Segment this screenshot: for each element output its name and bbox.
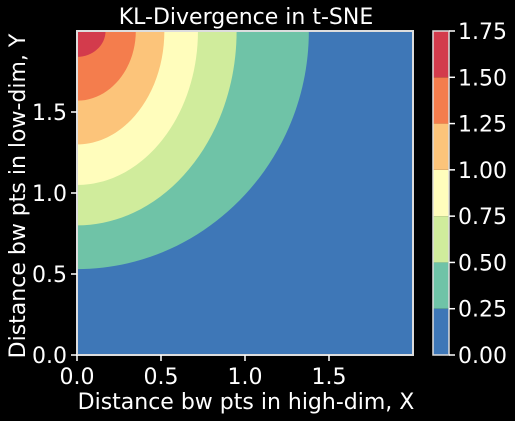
colorbar-segment-2 [433, 216, 449, 263]
colorbar-tick-label: 1.25 [458, 113, 507, 138]
chart-title: KL-Divergence in t-SNE [119, 5, 374, 30]
contour-fills [77, 31, 413, 355]
x-tick-label: 0.5 [144, 365, 179, 390]
colorbar-segment-5 [433, 77, 449, 124]
colorbar-ticks: 0.00 0.25 0.50 0.75 1.00 1.25 1.50 1.75 [449, 20, 507, 369]
y-tick-label: 1.0 [32, 182, 67, 207]
y-tick-label: 0.5 [32, 263, 67, 288]
colorbar-tick-label: 1.00 [458, 159, 507, 184]
colorbar-tick-label: 1.75 [458, 20, 507, 45]
x-axis-ticks: 0.0 0.5 1.0 1.5 [60, 355, 347, 390]
colorbar-tick-label: 0.75 [458, 205, 507, 230]
x-tick-label: 1.5 [312, 365, 347, 390]
colorbar-frame [432, 30, 450, 356]
colorbar-segment-1 [433, 262, 449, 309]
x-tick-label: 0.0 [60, 365, 95, 390]
y-axis-label: Distance bw pts in low-dim, Y [6, 33, 31, 358]
colorbar-segment-4 [433, 123, 449, 170]
colorbar-segment-0 [433, 308, 449, 355]
y-axis-ticks: 0.0 0.5 1.0 1.5 [32, 101, 77, 369]
colorbar-tick-label: 0.25 [458, 298, 507, 323]
x-axis-label: Distance bw pts in high-dim, X [78, 390, 415, 415]
colorbar-tick-label: 1.50 [458, 66, 507, 91]
colorbar-segment-6 [433, 31, 449, 78]
contour-band-6 [77, 31, 106, 57]
colorbar-segment-3 [433, 169, 449, 217]
colorbar-tick-label: 0.00 [458, 344, 507, 369]
colorbar [432, 30, 450, 356]
y-tick-label: 1.5 [32, 101, 67, 126]
y-tick-label: 0.0 [32, 344, 67, 369]
x-tick-label: 1.0 [228, 365, 263, 390]
colorbar-tick-label: 0.50 [458, 251, 507, 276]
